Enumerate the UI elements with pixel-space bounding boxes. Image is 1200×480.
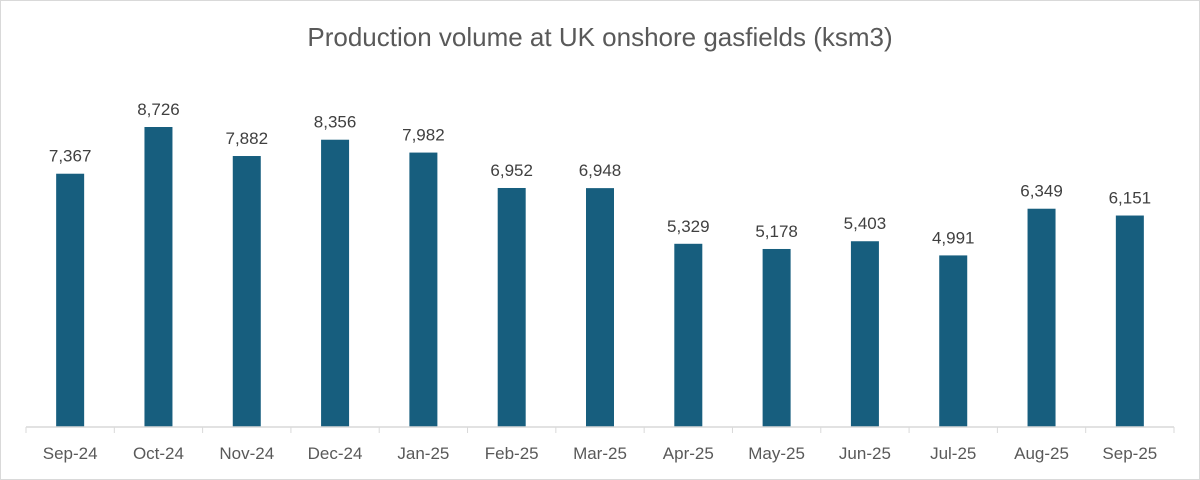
bar — [674, 243, 703, 427]
chart-title: Production volume at UK onshore gasfield… — [307, 22, 893, 52]
bar — [1115, 215, 1144, 427]
x-tick-label: Sep-25 — [1102, 444, 1157, 463]
x-tick-label: Nov-24 — [219, 444, 274, 463]
data-label: 7,882 — [225, 129, 268, 148]
x-tick-label: Sep-24 — [43, 444, 98, 463]
data-label: 8,356 — [314, 113, 357, 132]
data-label: 6,948 — [579, 161, 622, 180]
x-tick-label: Feb-25 — [485, 444, 539, 463]
bar — [232, 156, 261, 428]
x-tick-label: Oct-24 — [133, 444, 184, 463]
bar — [939, 255, 968, 427]
data-label: 8,726 — [137, 100, 180, 119]
bar — [762, 248, 791, 427]
x-tick-label: Jul-25 — [930, 444, 976, 463]
x-tick-label: Dec-24 — [308, 444, 363, 463]
bar — [850, 241, 879, 427]
data-label: 5,403 — [844, 214, 887, 233]
bar — [409, 152, 438, 427]
data-label: 6,151 — [1109, 189, 1152, 208]
x-tick-label: Apr-25 — [663, 444, 714, 463]
bar — [497, 187, 526, 427]
x-tick-label: May-25 — [748, 444, 805, 463]
data-label: 5,329 — [667, 217, 710, 236]
x-tick-label: Jun-25 — [839, 444, 891, 463]
x-tick-label: Mar-25 — [573, 444, 627, 463]
bar — [56, 173, 85, 427]
data-label: 4,991 — [932, 228, 975, 247]
data-label: 5,178 — [755, 222, 798, 241]
x-tick-label: Jan-25 — [397, 444, 449, 463]
bar — [144, 127, 173, 427]
bar — [321, 139, 350, 427]
data-label: 6,952 — [490, 161, 533, 180]
data-label: 7,367 — [49, 147, 92, 166]
data-label: 6,349 — [1020, 182, 1063, 201]
data-label: 7,982 — [402, 126, 445, 145]
bar — [1027, 208, 1056, 427]
bar — [586, 188, 614, 427]
x-tick-label: Aug-25 — [1014, 444, 1069, 463]
